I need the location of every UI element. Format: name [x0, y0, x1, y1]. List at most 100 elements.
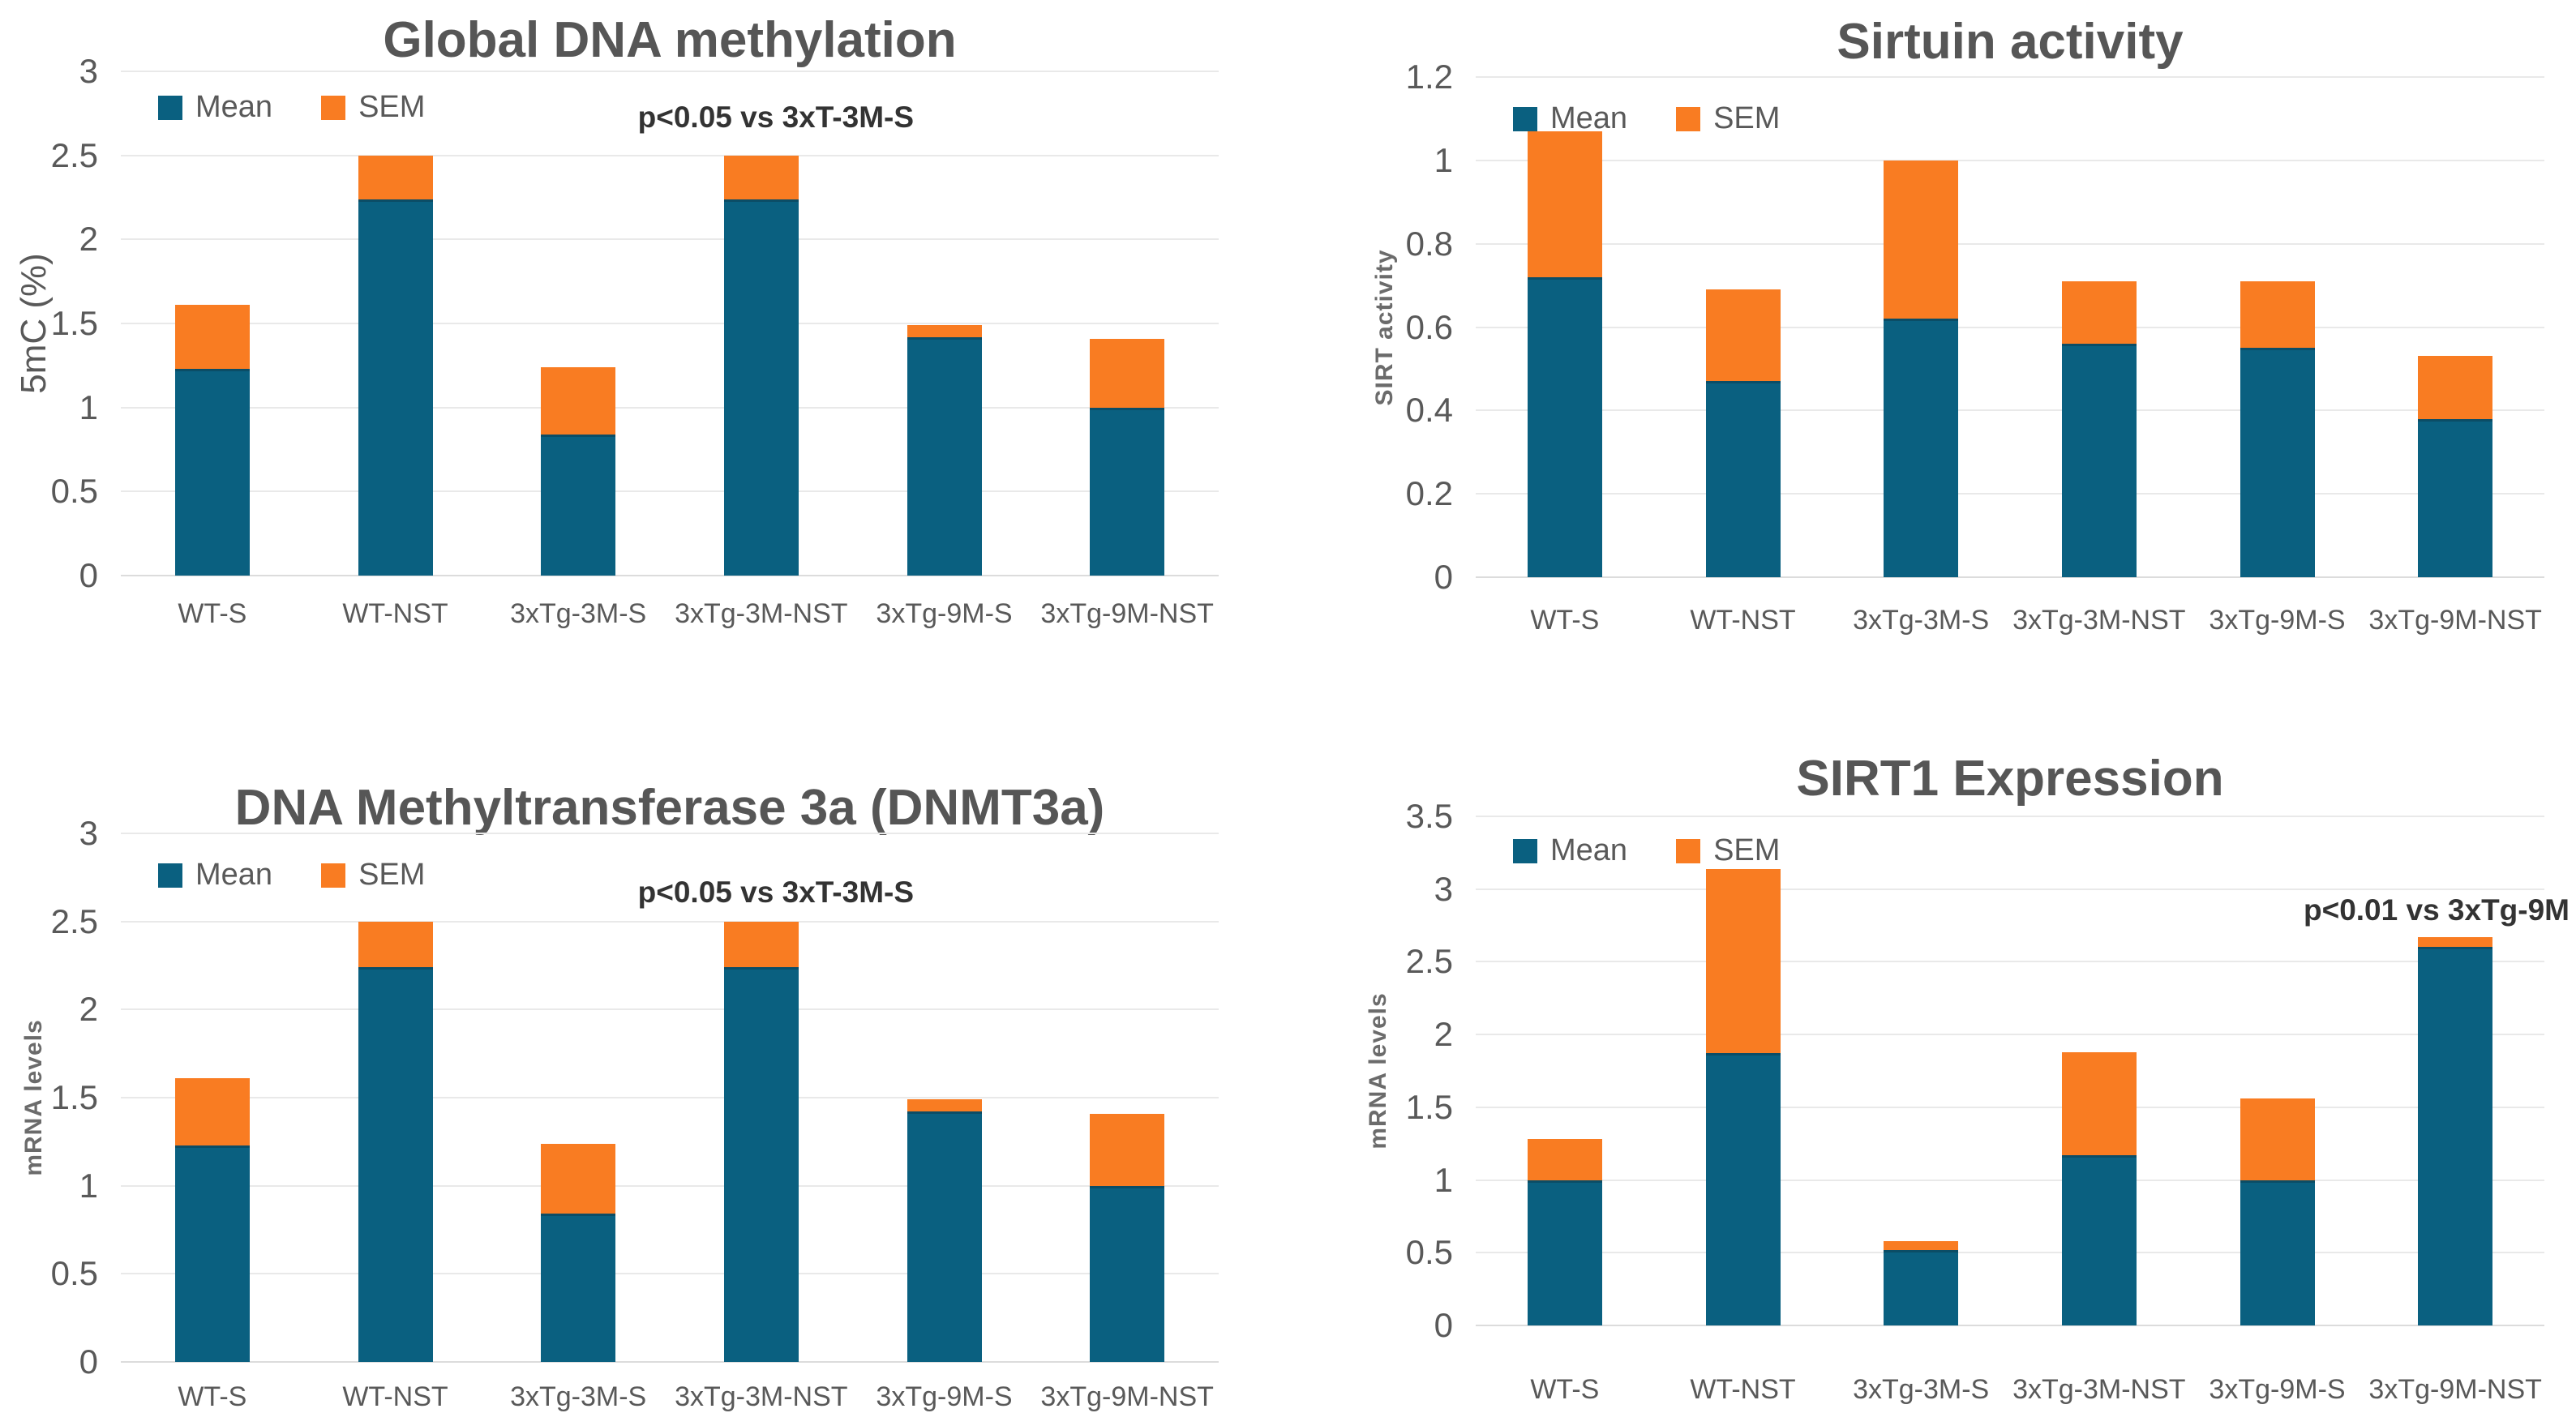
gridline: [1476, 493, 2544, 495]
bar-mean-segment: [2240, 348, 2315, 577]
bar-sem-segment: [2418, 356, 2493, 419]
y-tick-label: 3: [79, 814, 98, 852]
bar-sem-segment: [1705, 289, 1781, 382]
legend: Mean SEM: [1513, 101, 1815, 136]
bar-sem-segment: [1527, 1139, 1602, 1180]
chart-title: SIRT1 Expression: [1796, 751, 2224, 807]
gridline: [121, 154, 1219, 156]
x-tick-label: 3xTg-9M-NST: [1040, 1381, 1214, 1412]
legend-sem-label: SEM: [358, 90, 426, 124]
gridline: [1476, 242, 2544, 245]
x-tick-label: 3xTg-9M-S: [2209, 605, 2346, 636]
y-tick-label: 3: [1434, 869, 1453, 908]
x-tick-label: 3xTg-3M-S: [510, 598, 647, 629]
gridline: [121, 1184, 1219, 1187]
legend-sem-label: SEM: [1713, 833, 1781, 867]
chart-title: Sirtuin activity: [1837, 14, 2184, 70]
y-tick-label: 1: [79, 388, 98, 426]
gridline: [1476, 1179, 2544, 1181]
y-tick-label: 0: [1434, 1306, 1453, 1344]
legend-mean-label: Mean: [1550, 101, 1628, 135]
x-tick-label: 3xTg-3M-S: [1853, 605, 1990, 636]
x-tick-label: 3xTg-3M-NST: [2012, 1374, 2186, 1405]
bar-mean-segment: [1884, 319, 1959, 577]
bar-mean-segment: [541, 434, 616, 576]
y-tick-label: 2: [1434, 1015, 1453, 1054]
y-tick-label: 1: [1434, 1160, 1453, 1199]
bar-sem-segment: [541, 1143, 616, 1214]
bar-sem-segment: [1090, 338, 1165, 408]
legend-sem-swatch: [321, 863, 346, 888]
legend: Mean SEM: [158, 90, 461, 125]
y-tick-label: 2.5: [50, 135, 98, 174]
x-tick-label: 3xTg-9M-NST: [1040, 598, 1214, 629]
legend-sem-label: SEM: [358, 858, 426, 892]
bar-sem-segment: [2061, 1051, 2137, 1156]
chart-sirt1-expression: SIRT1 Expression 0 0.5 1 1.5 2 2.5 3 3.5 mRNA lev…: [1288, 701, 2576, 1405]
bar-sem-segment: [1884, 1240, 1959, 1250]
y-tick-label: 0.4: [1405, 391, 1453, 430]
chart-title: Global DNA methylation: [383, 12, 957, 68]
bar-sem-segment: [2240, 1098, 2315, 1180]
x-tick-label: WT-NST: [1690, 605, 1796, 636]
y-tick-label: 0.5: [50, 472, 98, 511]
bar-sem-segment: [174, 305, 250, 369]
x-tick-label: 3xTg-3M-NST: [675, 1381, 848, 1412]
bar-sem-segment: [1884, 160, 1959, 319]
x-tick-label: 3xTg-3M-S: [1853, 1374, 1990, 1405]
y-tick-label: 0.5: [1405, 1233, 1453, 1272]
x-tick-label: 3xTg-9M-NST: [2368, 605, 2542, 636]
legend-mean-swatch: [158, 863, 182, 888]
x-tick-label: 3xTg-9M-S: [876, 1381, 1013, 1412]
y-tick-label: 0: [79, 1342, 98, 1381]
bar-mean-segment: [907, 1111, 982, 1362]
gridline: [1476, 159, 2544, 161]
x-tick-label: 3xTg-9M-S: [876, 598, 1013, 629]
y-tick-label: 1.5: [1405, 1087, 1453, 1126]
x-tick-label: WT-S: [178, 598, 247, 629]
x-tick-label: WT-S: [1530, 1374, 1600, 1405]
bar-mean-segment: [2240, 1180, 2315, 1325]
bar-mean-segment: [907, 336, 982, 576]
x-tick-label: WT-S: [178, 1381, 247, 1412]
bar-sem-segment: [1090, 1113, 1165, 1186]
bar-mean-segment: [2418, 418, 2493, 577]
bar-mean-segment: [2061, 344, 2137, 577]
gridline: [121, 1008, 1219, 1011]
chart-dnmt3a-expression: DNA Methyltransferase 3a (DNMT3a) 0 0.5 1 1.…: [0, 701, 1288, 1412]
x-tick-label: WT-S: [1530, 605, 1600, 636]
bar-mean-segment: [174, 1145, 250, 1362]
bar-sem-segment: [907, 1099, 982, 1112]
gridline: [121, 1273, 1219, 1275]
bar-mean-segment: [1090, 407, 1165, 576]
legend-sem-swatch: [1676, 106, 1701, 131]
bar-sem-segment: [541, 366, 616, 435]
chart-title: DNA Methyltransferase 3a (DNMT3a): [234, 780, 1105, 836]
gridline: [121, 323, 1219, 324]
y-tick-label: 2: [79, 220, 98, 259]
gridline: [1476, 76, 2544, 78]
gridline: [121, 1097, 1219, 1098]
bar-sem-segment: [2061, 280, 2137, 345]
y-tick-label: 0.8: [1405, 224, 1453, 263]
gridline: [121, 920, 1219, 923]
bar-sem-segment: [2418, 936, 2493, 948]
y-tick-label: 0.2: [1405, 474, 1453, 513]
x-tick-label: 3xTg-9M-NST: [2368, 1374, 2542, 1405]
y-axis-label: 5mC (%): [14, 253, 54, 394]
bar-sem-segment: [1527, 131, 1602, 277]
legend-mean-swatch: [1513, 106, 1537, 131]
legend-mean-label: Mean: [195, 858, 273, 892]
bar-mean-segment: [1090, 1185, 1165, 1362]
y-tick-label: 0.5: [50, 1254, 98, 1293]
gridline: [1476, 1106, 2544, 1108]
legend-mean-swatch: [158, 95, 182, 120]
bar-sem-segment: [907, 325, 982, 337]
legend-mean-label: Mean: [1550, 833, 1628, 867]
gridline: [1476, 326, 2544, 328]
x-tick-label: 3xTg-9M-S: [2209, 1374, 2346, 1405]
gridline: [121, 238, 1219, 241]
gridline: [1476, 816, 2544, 817]
bar-mean-segment: [1884, 1249, 1959, 1325]
